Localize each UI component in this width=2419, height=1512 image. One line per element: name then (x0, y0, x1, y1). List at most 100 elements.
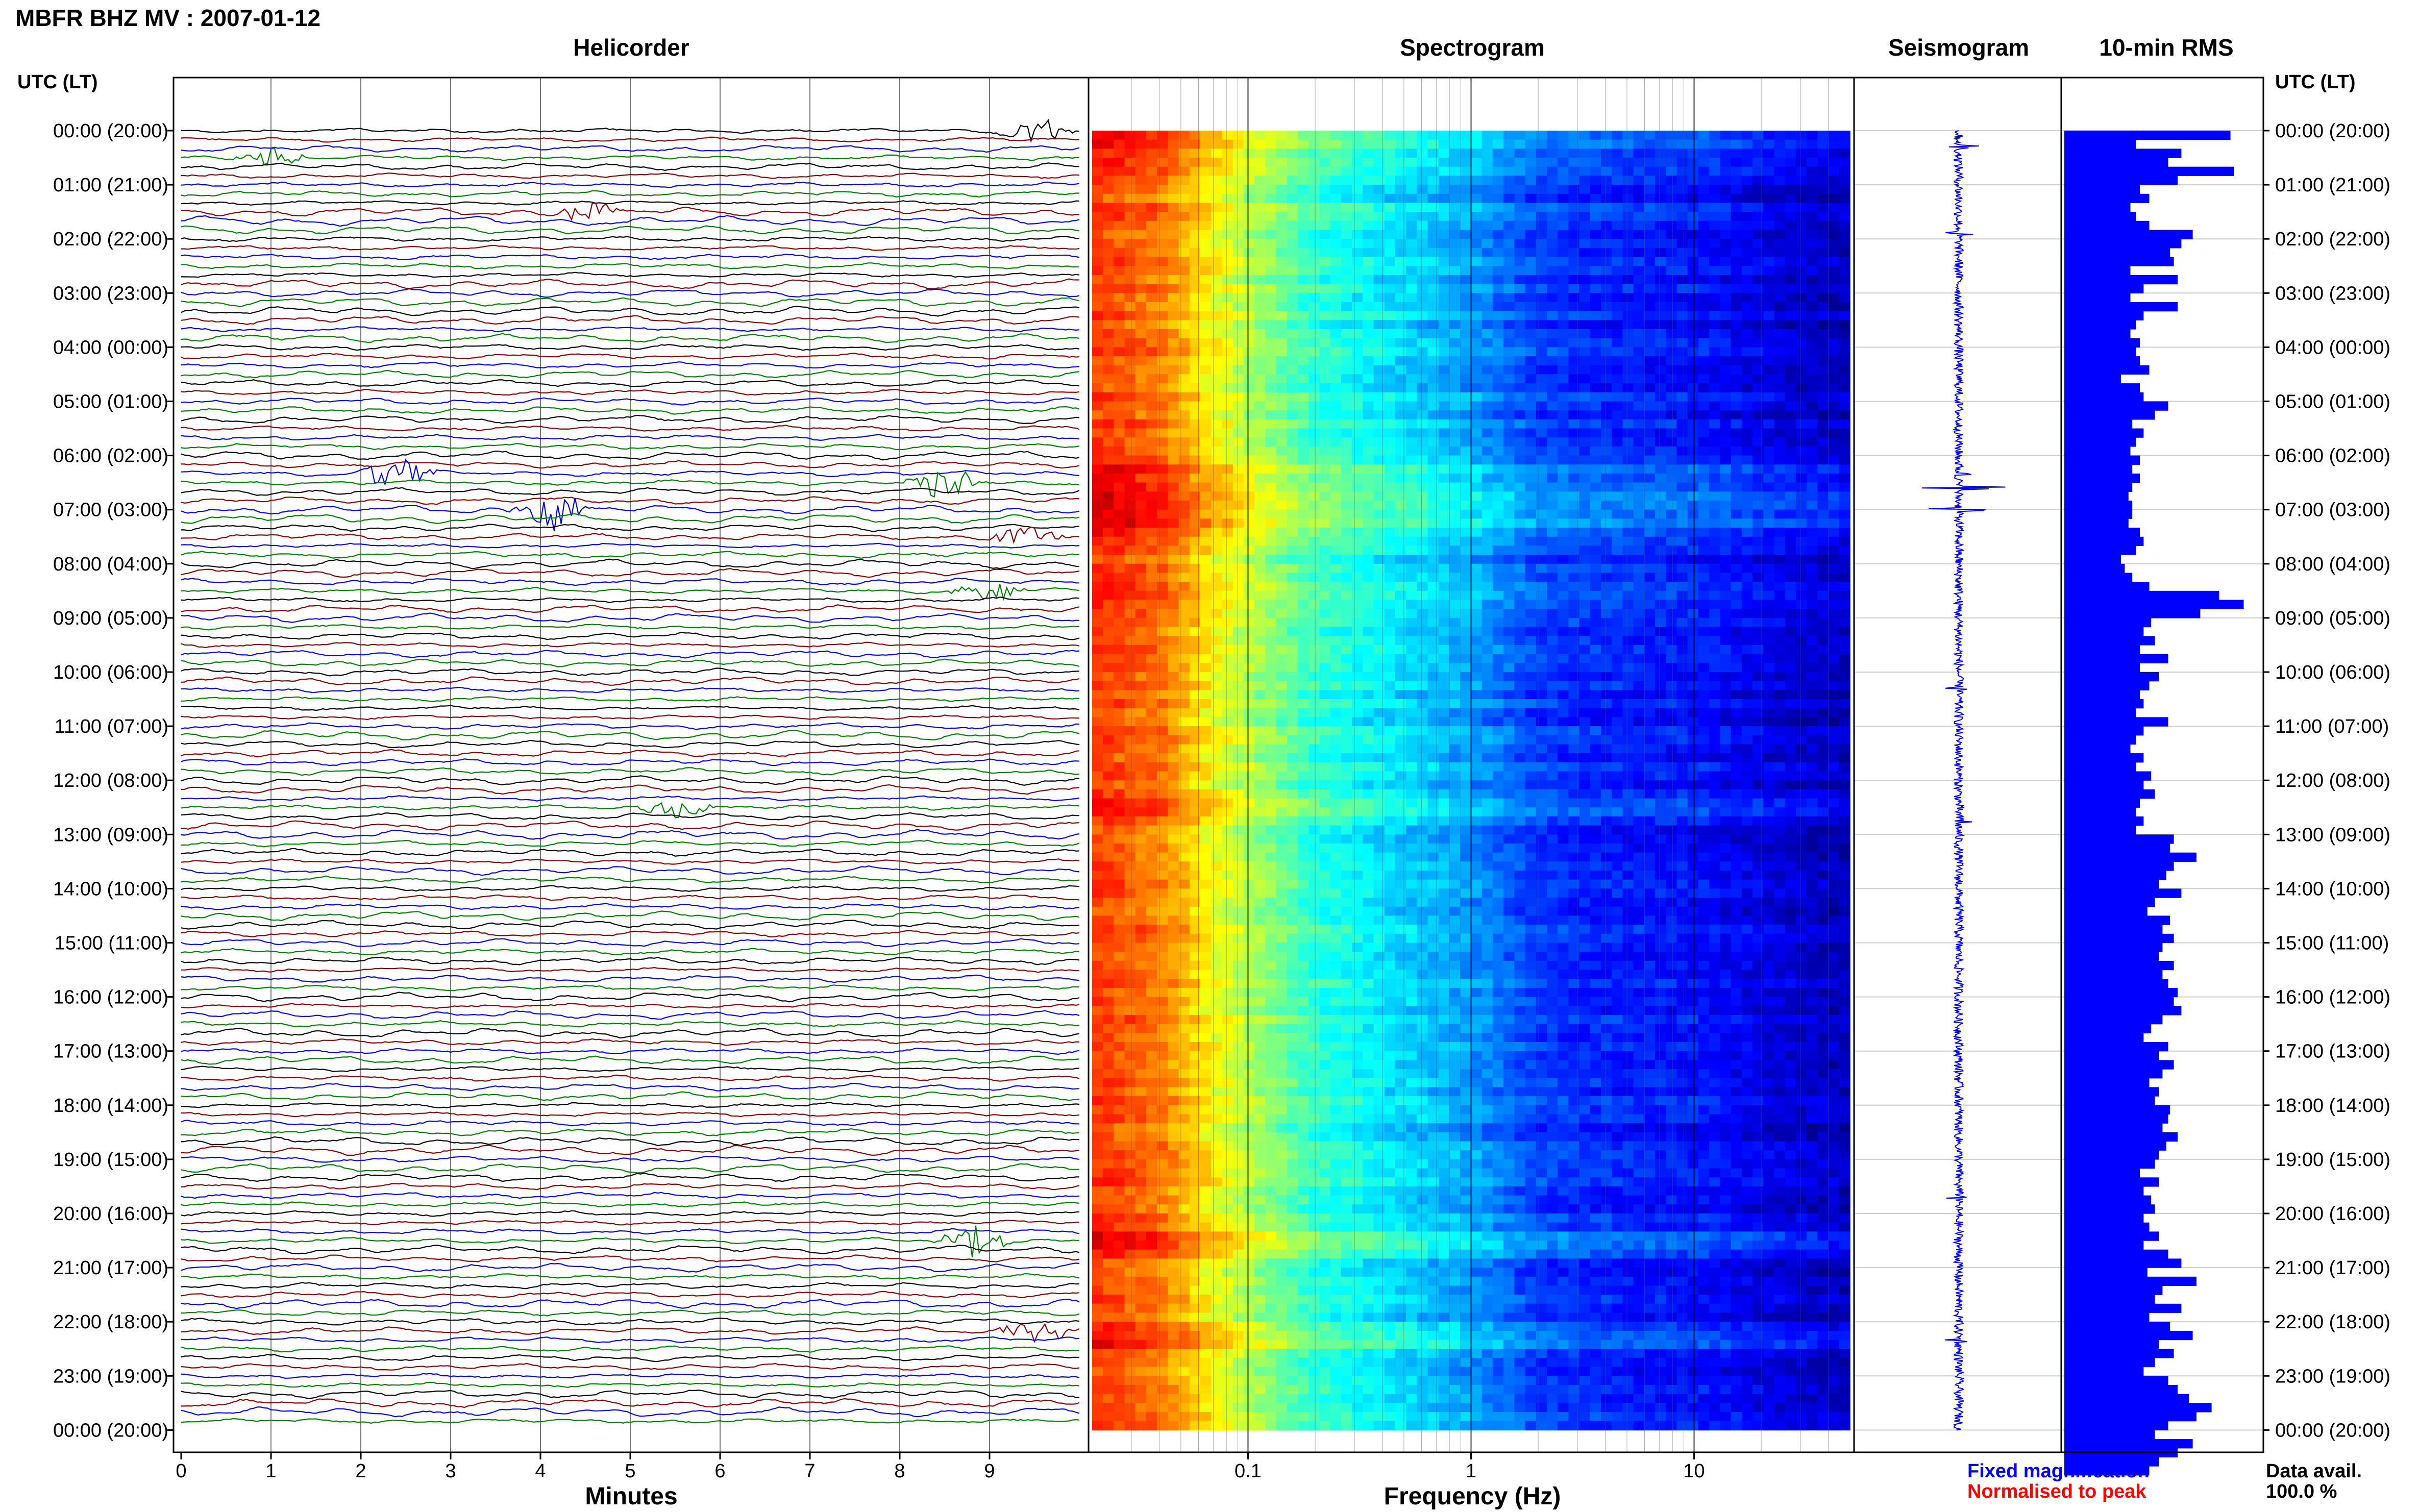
spectrogram-cell (1460, 247, 1472, 258)
spectrogram-cell (1752, 636, 1764, 646)
spectrogram-cell (1373, 645, 1385, 655)
spectrogram-cell (1178, 383, 1190, 393)
spectrogram-cell (1244, 284, 1255, 294)
spectrogram-cell (1503, 176, 1515, 185)
spectrogram-cell (1244, 230, 1255, 239)
spectrogram-cell (1168, 338, 1179, 348)
spectrogram-cell (1309, 717, 1320, 727)
spectrogram-cell (1449, 645, 1461, 655)
spectrogram-cell (1644, 338, 1656, 348)
spectrogram-cell (1395, 239, 1406, 249)
spectrogram-cell (1211, 536, 1223, 547)
spectrogram-cell (1536, 627, 1547, 637)
spectrogram-cell (1222, 555, 1233, 564)
spectrogram-cell (1341, 528, 1352, 537)
spectrogram-cell (1622, 275, 1634, 285)
spectrogram-cell (1666, 744, 1677, 754)
spectrogram-cell (1676, 139, 1688, 150)
spectrogram-cell (1536, 193, 1547, 204)
spectrogram-cell (1265, 338, 1277, 348)
spectrogram-cell (1438, 166, 1450, 177)
spectrogram-cell (1601, 753, 1613, 763)
spectrogram-cell (1352, 203, 1364, 212)
spectrogram-cell (1232, 582, 1244, 591)
spectrogram-cell (1114, 383, 1125, 393)
spectrogram-cell (1200, 563, 1212, 574)
spectrogram-cell (1612, 717, 1623, 727)
spectrogram-cell (1395, 654, 1406, 664)
spectrogram-cell (1536, 753, 1547, 763)
spectrogram-cell (1547, 212, 1558, 221)
spectrogram-cell (1785, 501, 1796, 510)
spectrogram-cell (1265, 392, 1277, 402)
spectrogram-cell (1795, 338, 1807, 348)
spectrogram-cell (1568, 293, 1580, 303)
spectrogram-cell (1709, 275, 1721, 285)
spectrogram-cell (1525, 329, 1537, 339)
spectrogram-cell (1114, 735, 1125, 745)
spectrogram-cell (1568, 320, 1580, 330)
spectrogram-cell (1644, 654, 1656, 664)
spectrogram-cell (1644, 131, 1656, 140)
spectrogram-cell (1103, 717, 1115, 727)
spectrogram-cell (1200, 609, 1212, 618)
spectrogram-cell (1492, 419, 1504, 429)
spectrogram-cell (1189, 600, 1201, 609)
spectrogram-cell (1807, 627, 1818, 637)
spectrogram-cell (1698, 419, 1710, 429)
spectrogram-cell (1352, 329, 1364, 339)
spectrogram-cell (1807, 401, 1818, 411)
spectrogram-cell (1547, 193, 1558, 204)
spectrogram-cell (1287, 681, 1298, 691)
spectrogram-cell (1449, 347, 1461, 357)
spectrogram-cell (1558, 374, 1569, 384)
spectrogram-cell (1211, 681, 1223, 691)
spectrogram-cell (1536, 257, 1547, 267)
spectrogram-cell (1352, 185, 1364, 194)
spectrogram-cell (1525, 636, 1537, 646)
spectrogram-cell (1168, 726, 1179, 736)
spectrogram-cell (1384, 546, 1396, 555)
spectrogram-cell (1763, 609, 1775, 618)
spectrogram-cell (1817, 708, 1829, 718)
spectrogram-cell (1276, 419, 1288, 429)
spectrogram-cell (1395, 257, 1406, 267)
spectrogram-cell (1384, 617, 1396, 628)
spectrogram-cell (1124, 474, 1136, 483)
spectrogram-cell (1395, 590, 1406, 601)
spectrogram-cell (1460, 383, 1472, 393)
spectrogram-cell (1114, 275, 1125, 285)
spectrogram-cell (1633, 239, 1645, 249)
spectrogram-cell (1817, 735, 1829, 745)
spectrogram-cell (1232, 347, 1244, 357)
spectrogram-cell (1168, 437, 1179, 447)
spectrogram-cell (1211, 627, 1223, 637)
spectrogram-cell (1817, 501, 1829, 510)
spectrogram-cell (1449, 374, 1461, 384)
spectrogram-cell (1492, 247, 1504, 258)
spectrogram-cell (1698, 528, 1710, 537)
spectrogram-cell (1720, 329, 1732, 339)
spectrogram-cell (1612, 176, 1623, 185)
spectrogram-cell (1287, 275, 1298, 285)
spectrogram-cell (1276, 284, 1288, 294)
spectrogram-cell (1157, 203, 1169, 212)
spectrogram-cell (1146, 501, 1158, 510)
spectrogram-cell (1330, 166, 1342, 177)
spectrogram-cell (1330, 176, 1342, 185)
spectrogram-cell (1601, 365, 1613, 375)
spectrogram-cell (1406, 131, 1418, 140)
spectrogram-cell (1612, 220, 1623, 231)
spectrogram-cell (1687, 365, 1699, 375)
spectrogram-cell (1146, 528, 1158, 537)
spectrogram-cell (1828, 428, 1840, 438)
time-label-left: 17:00 (13:00) (53, 1041, 168, 1062)
spectrogram-cell (1622, 329, 1634, 339)
spectrogram-cell (1514, 600, 1526, 609)
spectrogram-cell (1601, 212, 1613, 221)
spectrogram-cell (1785, 717, 1796, 727)
spectrogram-cell (1276, 681, 1288, 691)
spectrogram-cell (1558, 139, 1569, 150)
spectrogram-cell (1676, 491, 1688, 501)
